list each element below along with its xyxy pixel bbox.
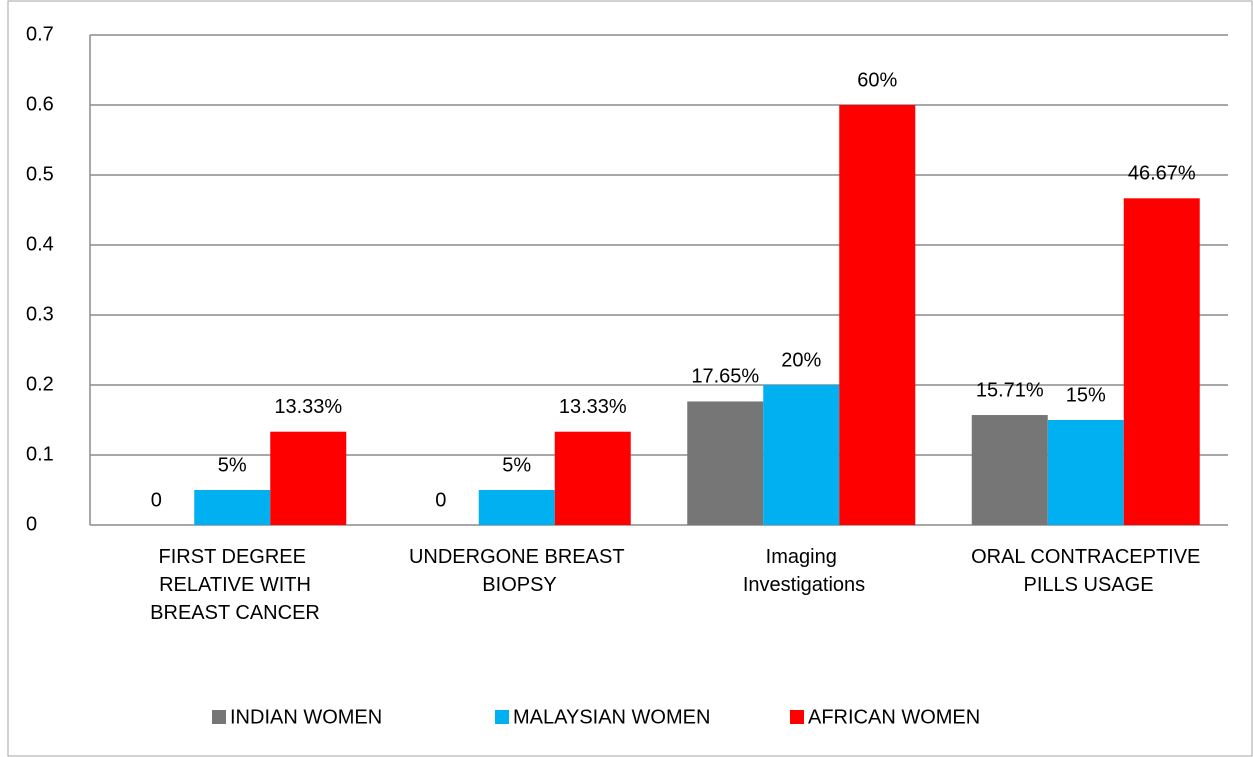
data-label: 46.67% [1128, 163, 1196, 185]
bar [478, 490, 555, 525]
y-tick-label: 0 [26, 513, 37, 535]
legend-label: AFRICAN WOMEN [808, 706, 980, 728]
legend-swatch [495, 710, 509, 724]
bar [687, 401, 764, 525]
y-tick-label: 0.6 [26, 93, 54, 115]
legend-swatch [212, 710, 226, 724]
y-tick-label: 0.7 [26, 23, 54, 45]
y-tick-label: 0.1 [26, 443, 54, 465]
bar [554, 431, 631, 525]
chart-frame [7, 0, 1253, 757]
y-tick-label: 0.5 [26, 163, 54, 185]
data-label: 5% [502, 454, 531, 476]
x-tick-label: ORAL CONTRACEPTIVE PILLS USAGE [971, 546, 1200, 596]
data-label: 0 [435, 489, 446, 511]
legend-label: MALAYSIAN WOMEN [513, 706, 710, 728]
bar [1123, 198, 1200, 525]
bar [1047, 420, 1124, 525]
data-label: 13.33% [559, 396, 627, 418]
data-label: 0 [151, 489, 162, 511]
y-tick-label: 0.4 [26, 233, 54, 255]
x-tick-label: FIRST DEGREE RELATIVE WITH BREAST CANCER [145, 546, 320, 624]
legend-label: INDIAN WOMEN [230, 706, 382, 728]
data-label: 15.71% [976, 379, 1044, 401]
data-label: 15% [1066, 384, 1106, 406]
bar [839, 105, 916, 525]
bar [971, 415, 1048, 525]
y-tick-label: 0.3 [26, 303, 54, 325]
data-label: 60% [857, 69, 897, 91]
bar [270, 431, 347, 525]
x-tick-label: UNDERGONE BREAST BIOPSY [409, 546, 625, 596]
data-label: 20% [781, 349, 821, 371]
bar [763, 385, 840, 525]
legend-swatch [790, 710, 804, 724]
bar [194, 490, 271, 525]
x-tick-label: Imaging Investigations [737, 546, 865, 596]
y-tick-label: 0.2 [26, 373, 54, 395]
data-label: 13.33% [274, 396, 342, 418]
data-label: 17.65% [691, 366, 759, 388]
data-label: 5% [218, 454, 247, 476]
